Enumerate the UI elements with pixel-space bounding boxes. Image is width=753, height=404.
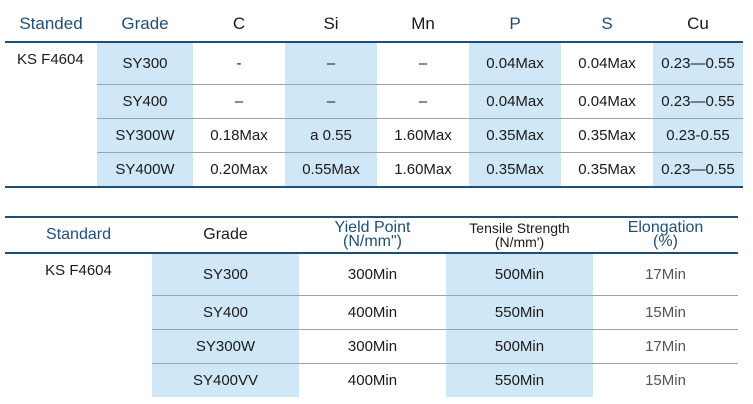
chem-standard-cell (5, 118, 97, 153)
chem-c-cell: – (193, 84, 285, 119)
chem-cu-cell: 0.23—0.55 (653, 152, 743, 188)
mech-header-tensile-unit: (N/mm') (494, 234, 545, 250)
table-row: SY300W 0.18Max a 0.55 1.60Max 0.35Max 0.… (5, 118, 743, 153)
chem-c-cell: - (193, 42, 285, 85)
table-row: SY400 400Min 550Min 15Min (5, 295, 738, 330)
table-row: KS F4604 SY300 - – – 0.04Max 0.04Max 0.2… (5, 42, 743, 85)
chem-header-standard: Standed (5, 6, 97, 43)
mech-header-elongation: Elongation (%) (593, 216, 738, 254)
mech-yield-cell: 300Min (299, 253, 446, 296)
mech-header-row: Standard Grade Yield Point (N/mm") Tensi… (5, 216, 738, 254)
mech-standard-cell: KS F4604 (5, 253, 152, 296)
mech-standard-cell (5, 295, 152, 330)
chem-header-grade: Grade (97, 6, 193, 43)
chem-header-row: Standed Grade C Si Mn P S Cu (5, 6, 743, 43)
chem-si-cell: – (285, 42, 377, 85)
chem-s-cell: 0.04Max (561, 84, 653, 119)
mech-yield-cell: 400Min (299, 295, 446, 330)
chem-s-cell: 0.04Max (561, 42, 653, 85)
chem-cu-cell: 0.23-0.55 (653, 118, 743, 153)
chem-si-cell: – (285, 84, 377, 119)
mech-header-elongation-unit: (%) (653, 233, 678, 250)
mech-header-elongation-title: Elongation (627, 219, 704, 236)
table-row: KS F4604 SY300 300Min 500Min 17Min (5, 253, 738, 296)
chem-mn-cell: 1.60Max (377, 152, 469, 188)
mechanical-properties-table: Standard Grade Yield Point (N/mm") Tensi… (5, 216, 738, 397)
chem-s-cell: 0.35Max (561, 118, 653, 153)
chem-grade-cell: SY300W (97, 118, 193, 153)
mech-header-yield: Yield Point (N/mm") (299, 216, 446, 254)
mech-elongation-cell: 17Min (593, 253, 738, 296)
chem-p-cell: 0.35Max (469, 118, 561, 153)
mech-elongation-cell: 15Min (645, 372, 686, 389)
chem-header-c: C (193, 6, 285, 43)
mech-elongation-cell: 17Min (593, 329, 738, 364)
chem-header-s: S (561, 6, 653, 43)
chem-cu-cell: 0.23—0.55 (653, 42, 743, 85)
chem-mn-cell: – (377, 42, 469, 85)
chem-standard-cell (5, 152, 97, 188)
table-row: SY400VV 400Min 550Min 15Min (5, 363, 738, 398)
chem-si-cell: 0.55Max (285, 152, 377, 188)
chem-grade-cell: SY400 (97, 84, 193, 119)
chem-c-cell: 0.18Max (193, 118, 285, 153)
mech-tensile-cell: 550Min (446, 295, 593, 330)
mech-tensile-cell: 500Min (446, 253, 593, 296)
chem-standard-cell: KS F4604 (5, 42, 97, 85)
mech-tensile-cell: 550Min (446, 363, 593, 397)
chemical-composition-table: Standed Grade C Si Mn P S Cu KS F4604 SY… (5, 6, 743, 188)
chem-grade-cell: SY300 (97, 42, 193, 85)
chem-header-p: P (469, 6, 561, 43)
chem-header-mn: Mn (377, 6, 469, 43)
table-row: SY400 – – – 0.04Max 0.04Max 0.23—0.55 (5, 84, 743, 119)
mech-header-standard: Standard (5, 216, 152, 254)
mech-header-tensile-title: Tensile Strength (469, 220, 570, 236)
chem-s-cell: 0.35Max (561, 152, 653, 188)
table-row: SY300W 300Min 500Min 17Min (5, 329, 738, 364)
mech-header-tensile: Tensile Strength (N/mm') (446, 216, 593, 254)
chem-cu-cell: 0.23—0.55 (653, 84, 743, 119)
table-row: SY400W 0.20Max 0.55Max 1.60Max 0.35Max 0… (5, 152, 743, 188)
chem-p-cell: 0.04Max (469, 42, 561, 85)
mech-grade-cell: SY300W (152, 329, 299, 364)
mech-standard-cell (5, 364, 152, 398)
chem-p-cell: 0.35Max (469, 152, 561, 188)
mech-header-yield-unit: (N/mm") (343, 233, 402, 250)
mech-elongation-cell: 15Min (593, 295, 738, 330)
mech-grade-cell: SY400VV (152, 363, 299, 397)
mech-grade-cell: SY300 (152, 253, 299, 296)
mech-yield-cell: 400Min (347, 372, 398, 389)
mech-standard-cell (5, 329, 152, 364)
mech-yield-cell: 300Min (299, 329, 446, 364)
chem-header-cu: Cu (653, 6, 743, 43)
chem-c-cell: 0.20Max (193, 152, 285, 188)
chem-mn-cell: 1.60Max (377, 118, 469, 153)
chem-si-cell: a 0.55 (285, 118, 377, 153)
chem-standard-cell (5, 84, 97, 119)
mech-grade-cell: SY400 (152, 295, 299, 330)
mech-tensile-cell: 500Min (446, 329, 593, 364)
chem-grade-cell: SY400W (97, 152, 193, 188)
chem-header-si: Si (285, 6, 377, 43)
chem-p-cell: 0.04Max (469, 84, 561, 119)
mech-header-yield-title: Yield Point (334, 219, 411, 236)
mech-header-grade: Grade (152, 216, 299, 254)
chem-mn-cell: – (377, 84, 469, 119)
